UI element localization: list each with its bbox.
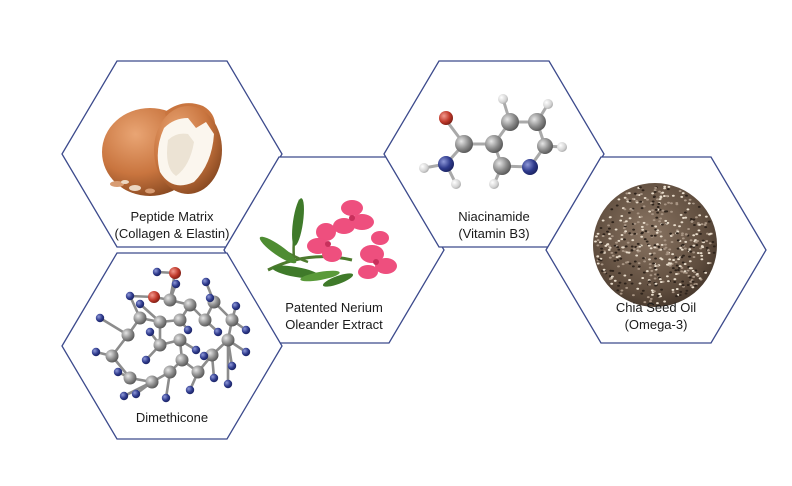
ingredient-label-chia: Chia Seed Oil <box>616 300 696 315</box>
ingredient-label-nerium-sub: Oleander Extract <box>285 317 383 332</box>
ingredient-label-peptide-matrix: Peptide Matrix <box>130 209 214 224</box>
niacinamide-molecule-image <box>419 94 567 189</box>
ingredient-label-niacinamide: Niacinamide <box>458 209 530 224</box>
chia-seeds-image <box>593 183 717 307</box>
egg-shells-image <box>102 103 222 196</box>
ingredient-label-niacinamide-sub: (Vitamin B3) <box>458 226 529 241</box>
ingredient-label-peptide-matrix-sub: (Collagen & Elastin) <box>115 226 230 241</box>
oleander-flower-image <box>259 198 397 287</box>
hexagon-dimethicone <box>61 252 283 440</box>
ingredient-label-nerium: Patented Nerium <box>285 300 383 315</box>
ingredient-label-chia-sub: (Omega-3) <box>625 317 688 332</box>
dimethicone-molecule-image <box>91 267 251 403</box>
ingredient-label-dimethicone: Dimethicone <box>136 410 208 425</box>
